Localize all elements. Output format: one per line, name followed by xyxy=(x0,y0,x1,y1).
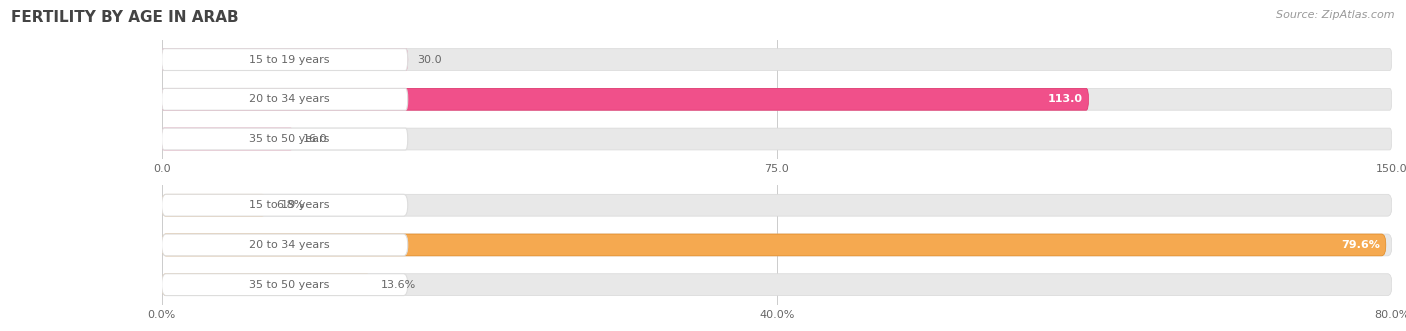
FancyBboxPatch shape xyxy=(162,274,1392,296)
Text: 16.0: 16.0 xyxy=(302,134,328,144)
FancyBboxPatch shape xyxy=(162,128,408,150)
Text: 15 to 19 years: 15 to 19 years xyxy=(249,55,330,65)
FancyBboxPatch shape xyxy=(162,49,1392,71)
Text: 35 to 50 years: 35 to 50 years xyxy=(249,134,330,144)
Text: 35 to 50 years: 35 to 50 years xyxy=(249,280,330,290)
Text: 113.0: 113.0 xyxy=(1047,94,1083,104)
FancyBboxPatch shape xyxy=(162,194,266,216)
FancyBboxPatch shape xyxy=(162,128,292,150)
FancyBboxPatch shape xyxy=(162,88,1088,110)
FancyBboxPatch shape xyxy=(162,274,371,296)
FancyBboxPatch shape xyxy=(162,194,1392,216)
Text: 20 to 34 years: 20 to 34 years xyxy=(249,94,330,104)
Text: 13.6%: 13.6% xyxy=(381,280,416,290)
Text: 30.0: 30.0 xyxy=(418,55,443,65)
Text: 79.6%: 79.6% xyxy=(1341,240,1379,250)
FancyBboxPatch shape xyxy=(162,194,408,216)
FancyBboxPatch shape xyxy=(162,274,408,296)
FancyBboxPatch shape xyxy=(162,234,1392,256)
Text: FERTILITY BY AGE IN ARAB: FERTILITY BY AGE IN ARAB xyxy=(11,10,239,25)
FancyBboxPatch shape xyxy=(162,234,1386,256)
Text: 15 to 19 years: 15 to 19 years xyxy=(249,200,330,210)
FancyBboxPatch shape xyxy=(162,88,1392,110)
FancyBboxPatch shape xyxy=(162,128,1392,150)
Text: Source: ZipAtlas.com: Source: ZipAtlas.com xyxy=(1277,10,1395,20)
FancyBboxPatch shape xyxy=(162,49,408,71)
FancyBboxPatch shape xyxy=(162,88,408,110)
FancyBboxPatch shape xyxy=(162,49,408,71)
Text: 6.8%: 6.8% xyxy=(276,200,305,210)
FancyBboxPatch shape xyxy=(162,234,408,256)
Text: 20 to 34 years: 20 to 34 years xyxy=(249,240,330,250)
